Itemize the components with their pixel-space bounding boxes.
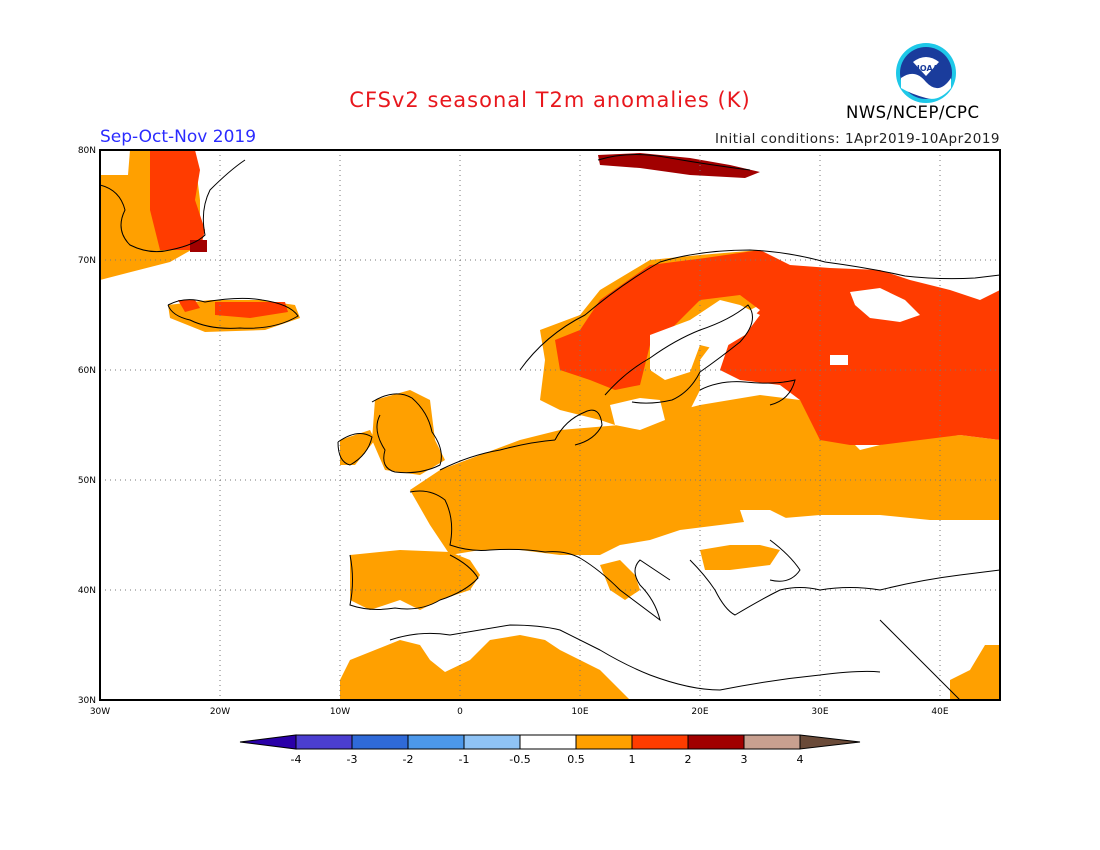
colorbar-tick: 2 xyxy=(685,753,692,766)
lat-label: 80N xyxy=(78,146,96,156)
colorbar-swatch xyxy=(407,734,465,750)
colorbar-tick: -0.5 xyxy=(509,753,530,766)
colorbar-tick: 0.5 xyxy=(567,753,585,766)
lon-label: 0 xyxy=(457,707,463,717)
lon-label: 30W xyxy=(90,707,110,717)
lon-label: 30E xyxy=(811,707,828,717)
anomaly-fill xyxy=(100,150,1000,700)
colorbar-swatch xyxy=(631,734,689,750)
lat-label: 40N xyxy=(78,586,96,596)
season-label: Sep-Oct-Nov 2019 xyxy=(100,127,257,147)
lon-label: 20E xyxy=(691,707,708,717)
lat-label: 60N xyxy=(78,366,96,376)
colorbar-swatch xyxy=(575,734,633,750)
colorbar-tick: -1 xyxy=(459,753,470,766)
lon-label: 40E xyxy=(931,707,948,717)
lat-label: 50N xyxy=(78,476,96,486)
colorbar-tick: 3 xyxy=(741,753,748,766)
colorbar xyxy=(239,734,861,750)
coastlines xyxy=(100,153,1000,700)
colorbar-tick: 4 xyxy=(797,753,804,766)
map-title: CFSv2 seasonal T2m anomalies (K) xyxy=(349,88,751,112)
colorbar-swatch xyxy=(295,734,353,750)
colorbar-swatch xyxy=(687,734,745,750)
lat-label: 30N xyxy=(78,696,96,706)
svg-text:NOAA: NOAA xyxy=(913,64,939,73)
lat-label: 70N xyxy=(78,256,96,266)
lon-label: 10W xyxy=(330,707,350,717)
longitude-labels: 30W 20W 10W 0 10E 20E 30E 40E xyxy=(90,707,949,717)
latitude-labels: 80N 70N 60N 50N 40N 30N xyxy=(78,146,96,706)
colorbar-tick: -2 xyxy=(403,753,414,766)
colorbar-tick: -3 xyxy=(347,753,358,766)
colorbar-swatch xyxy=(519,734,577,750)
colorbar-ticks: -4 -3 -2 -1 -0.5 0.5 1 2 3 4 xyxy=(291,753,804,766)
map-frame xyxy=(99,149,1001,701)
colorbar-swatch xyxy=(799,734,861,750)
initial-conditions-label: Initial conditions: 1Apr2019-10Apr2019 xyxy=(715,131,1000,147)
colorbar-tick: 1 xyxy=(629,753,636,766)
agency-label: NWS/NCEP/CPC xyxy=(846,103,980,122)
lon-label: 20W xyxy=(210,707,230,717)
map-grid xyxy=(100,150,1000,700)
colorbar-tick: -4 xyxy=(291,753,302,766)
colorbar-swatch xyxy=(463,734,521,750)
lon-label: 10E xyxy=(571,707,588,717)
colorbar-swatch xyxy=(239,734,297,750)
colorbar-swatch xyxy=(351,734,409,750)
colorbar-swatch xyxy=(743,734,801,750)
noaa-logo-icon: NOAA xyxy=(896,43,956,103)
